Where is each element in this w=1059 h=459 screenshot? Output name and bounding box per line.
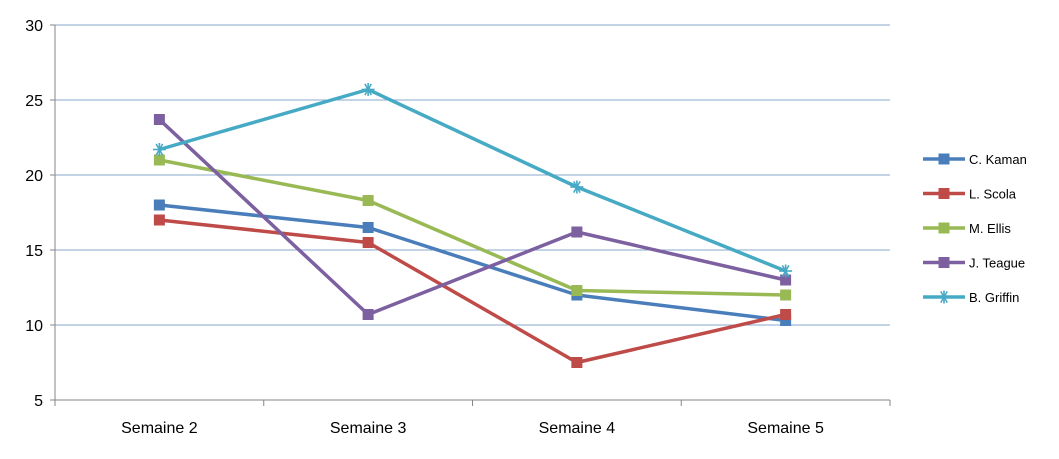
legend-swatch-marker (938, 222, 950, 234)
legend-label: C. Kaman (969, 152, 1027, 167)
data-point (152, 143, 166, 156)
y-tick-label: 30 (25, 18, 43, 35)
legend-swatch-marker (938, 188, 950, 199)
x-tick-labels: Semaine 2 Semaine 3 Semaine 4 Semaine 5 (121, 420, 824, 437)
data-point (570, 180, 584, 194)
series-line (158, 118, 787, 317)
series-line (159, 218, 787, 365)
data-point (361, 83, 375, 96)
gridlines (55, 24, 890, 326)
series-3 (153, 114, 792, 320)
legend-label: M. Ellis (969, 221, 1011, 236)
legend-label: L. Scola (969, 187, 1017, 202)
x-tick-label: Semaine 5 (747, 420, 824, 437)
legend-swatch-marker (937, 290, 951, 304)
series-4 (152, 83, 793, 278)
data-point (153, 154, 165, 166)
series-2 (153, 154, 792, 301)
data-point (362, 237, 374, 248)
legend-label: J. Teague (969, 256, 1025, 271)
y-tick-label: 15 (25, 243, 43, 260)
data-point (571, 285, 583, 296)
data-point (362, 222, 374, 233)
legend-label: B. Griffin (969, 290, 1019, 305)
axes (50, 24, 891, 406)
legend-swatch-marker (938, 257, 950, 268)
series-line (159, 158, 786, 297)
legend-swatch-marker (938, 153, 950, 165)
series-0 (153, 199, 792, 326)
series-line (158, 87, 787, 273)
y-tick-label: 20 (25, 168, 43, 185)
legend: C. Kaman L. Scola M. Ellis J. Teague B. Grif… (923, 152, 1027, 305)
legend-entry: J. Teague (923, 256, 1025, 271)
y-tick-label: 10 (25, 318, 43, 335)
data-point (780, 309, 792, 320)
data-point (362, 195, 374, 206)
x-tick-label: Semaine 2 (121, 420, 198, 437)
data-point (571, 226, 583, 238)
data-point (780, 289, 792, 301)
data-point (362, 309, 374, 320)
data-point (779, 264, 793, 278)
y-tick-labels: 5 10 15 20 25 30 (25, 18, 43, 410)
data-point (153, 199, 165, 211)
data-point (153, 214, 165, 226)
legend-entry: L. Scola (923, 187, 1017, 202)
x-tick-label: Semaine 4 (539, 420, 616, 437)
data-point (571, 357, 583, 368)
y-tick-label: 25 (25, 93, 43, 110)
series-1 (153, 214, 792, 368)
y-tick-label: 5 (34, 393, 43, 410)
series-lines (152, 83, 793, 368)
legend-entry: M. Ellis (923, 221, 1011, 236)
legend-entry: C. Kaman (923, 152, 1027, 167)
legend-entry: B. Griffin (923, 290, 1019, 305)
data-point (153, 114, 165, 125)
x-tick-label: Semaine 3 (330, 420, 407, 437)
